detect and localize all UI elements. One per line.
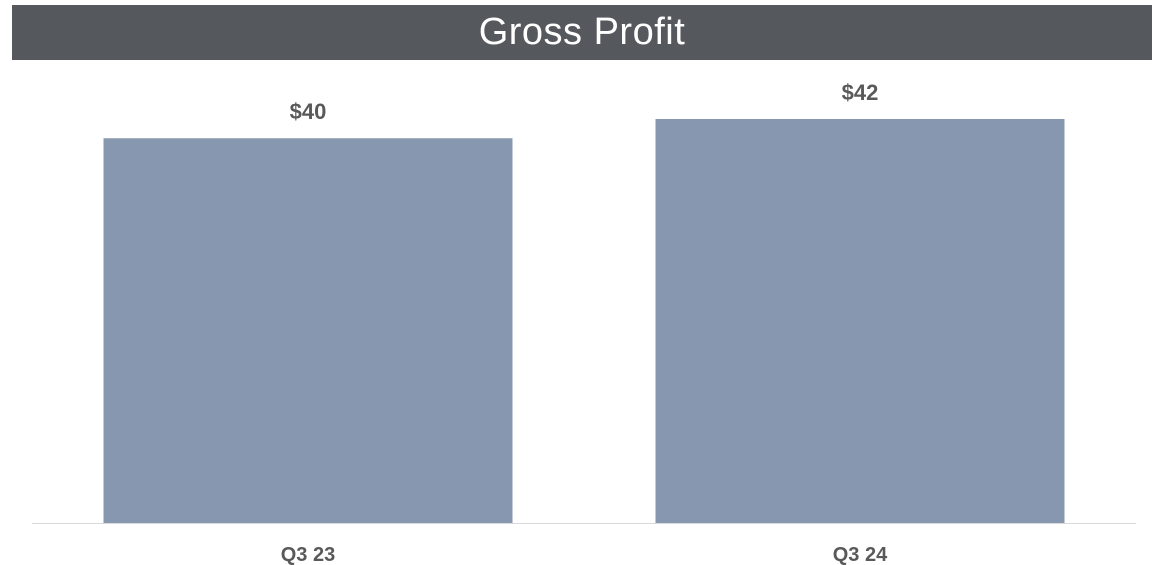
chart-title-bar: Gross Profit xyxy=(12,5,1152,60)
bar-1 xyxy=(103,138,513,523)
value-label-2: $42 xyxy=(842,80,879,105)
bars-group xyxy=(103,119,1065,523)
category-label-2: Q3 24 xyxy=(833,544,888,565)
bar-2 xyxy=(655,119,1065,523)
category-label-1: Q3 23 xyxy=(281,544,335,565)
value-label-1: $40 xyxy=(290,99,327,124)
value-labels-group: $40 $42 xyxy=(290,80,879,124)
chart-title: Gross Profit xyxy=(478,11,686,53)
category-labels-group: Q3 23 Q3 24 xyxy=(281,544,888,565)
